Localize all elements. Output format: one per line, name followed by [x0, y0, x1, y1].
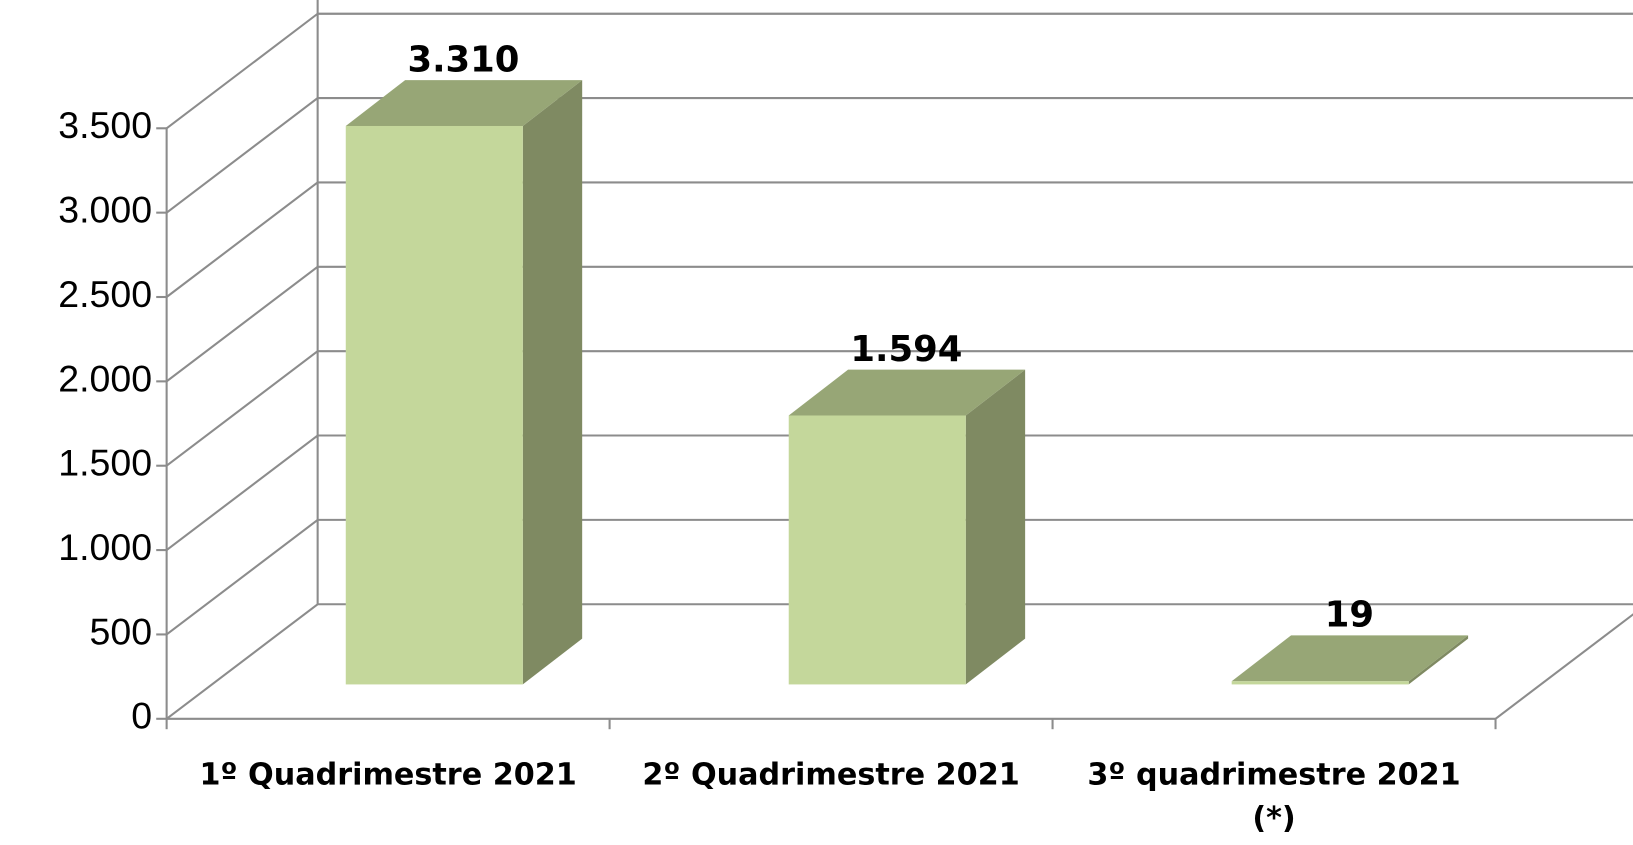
- y-tick-label: 500: [90, 610, 153, 652]
- value-label: 3.310: [407, 39, 519, 80]
- bar-top: [1231, 635, 1469, 682]
- y-tick-label: 1.500: [58, 442, 152, 484]
- x-label-box: 1º Quadrimestre 2021: [199, 756, 577, 792]
- grid-line: [166, 97, 1633, 214]
- x-label-box: 2º Quadrimestre 2021: [642, 756, 1020, 792]
- grid-line: [166, 265, 1633, 383]
- bar-side: [965, 369, 1026, 685]
- y-tick-label: 2.000: [58, 357, 152, 399]
- grid-line: [166, 434, 1633, 551]
- bar: [345, 125, 523, 685]
- x-label-box: 3º quadrimestre 2021 (*): [1087, 756, 1461, 836]
- value-label: 1.594: [850, 329, 962, 370]
- grid-line: [166, 181, 1633, 298]
- bar-side: [522, 80, 583, 685]
- value-label: 19: [1325, 595, 1374, 636]
- y-tick-label: 3.000: [58, 189, 152, 231]
- grid-line: [166, 518, 1633, 636]
- bar: [1231, 681, 1409, 685]
- bar-side: [1408, 635, 1469, 685]
- bar-top: [788, 369, 1026, 416]
- y-tick-label: 2.500: [58, 273, 152, 315]
- grid-line: [166, 350, 1633, 467]
- y-tick-label: 3.500: [58, 104, 152, 146]
- y-tick-label: 1.000: [58, 526, 152, 568]
- bar: [788, 415, 966, 685]
- bar-top: [345, 80, 583, 126]
- x-tick-label: 1º Quadrimestre 2021: [199, 756, 577, 792]
- grid-line: [166, 12, 1633, 130]
- y-tick-label: 0: [131, 695, 152, 737]
- x-tick-label: 3º quadrimestre 2021 (*): [1087, 756, 1461, 836]
- floor-right: [1494, 613, 1633, 720]
- grid-line: [166, 603, 1633, 720]
- x-tick-label: 2º Quadrimestre 2021: [642, 756, 1020, 792]
